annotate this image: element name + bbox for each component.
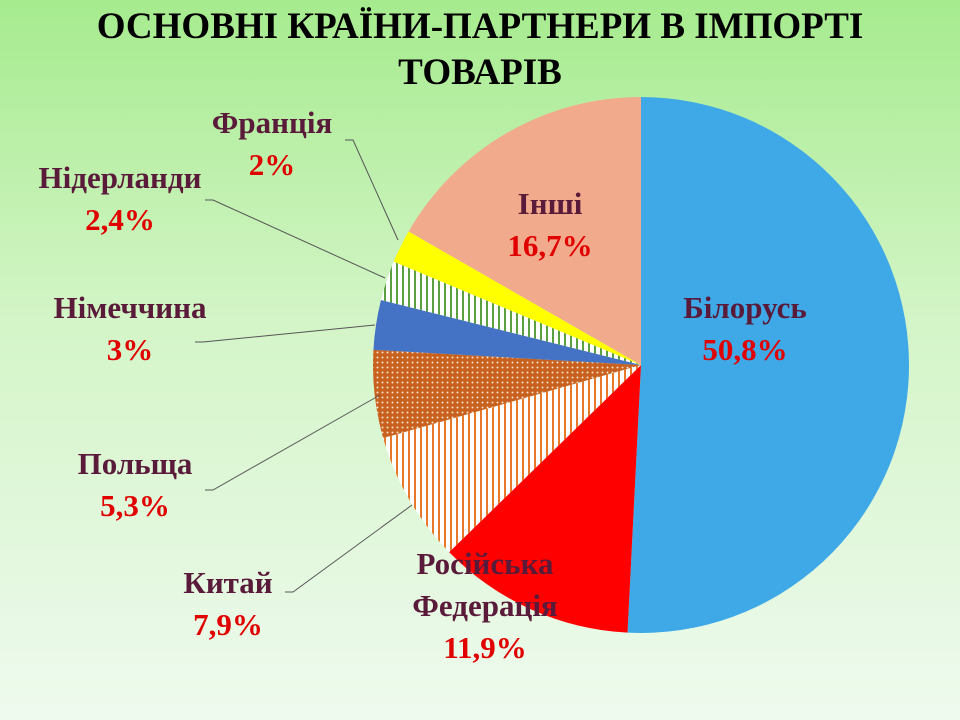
- pie-slice: [449, 365, 641, 633]
- leader-line: [205, 199, 386, 279]
- slice-label: Польща 5,3%: [60, 443, 210, 527]
- leader-line: [195, 324, 376, 343]
- value-label: 50,8%: [702, 332, 788, 367]
- value-label: 7,9%: [193, 607, 263, 642]
- category-label: Німеччина: [53, 290, 207, 325]
- value-label: 2,4%: [85, 202, 155, 237]
- pie-slice: [383, 365, 641, 553]
- leader-line: [205, 394, 381, 491]
- pie-slice: [373, 299, 641, 365]
- slice-label: Нідерланди 2,4%: [10, 157, 230, 241]
- category-label: Інші: [517, 186, 583, 221]
- value-label: 5,3%: [100, 488, 170, 523]
- category-label: Китай: [183, 565, 273, 600]
- pie-slice: [393, 231, 641, 365]
- category-label: Білорусь: [683, 290, 807, 325]
- slice-label: Білорусь 50,8%: [660, 287, 830, 371]
- leader-line: [345, 139, 399, 241]
- category-label: Польща: [77, 446, 193, 481]
- category-label: Франція: [211, 105, 333, 140]
- value-label: 3%: [106, 332, 154, 367]
- pie-slice: [627, 97, 910, 633]
- value-label: 16,7%: [507, 228, 593, 263]
- chart-title: ОСНОВНІ КРАЇНИ-ПАРТНЕРИ В ІМПОРТІ ТОВАРІ…: [96, 6, 864, 93]
- value-label: 2%: [248, 147, 296, 182]
- slice-label: Франція 2%: [192, 102, 352, 186]
- category-label: Російська Федерація: [412, 546, 558, 623]
- leader-line: [285, 504, 413, 593]
- pie-slice: [381, 261, 641, 365]
- pie-slice: [408, 97, 641, 365]
- slice-label: Німеччина 3%: [30, 287, 230, 371]
- pie-slice: [372, 349, 641, 439]
- slice-label: Російська Федерація 11,9%: [390, 543, 580, 669]
- slice-label: Інші 16,7%: [490, 183, 610, 267]
- slice-label: Китай 7,9%: [163, 562, 293, 646]
- value-label: 11,9%: [443, 630, 527, 665]
- category-label: Нідерланди: [38, 160, 202, 195]
